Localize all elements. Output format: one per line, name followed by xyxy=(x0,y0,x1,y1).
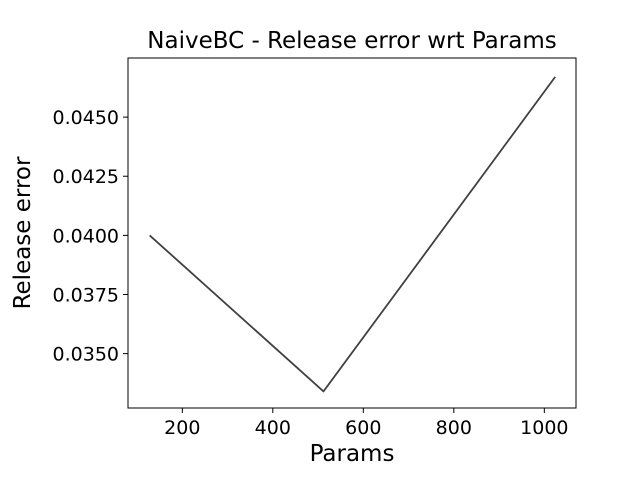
series-layer xyxy=(149,76,556,393)
series-line xyxy=(149,76,556,393)
x-tick-label: 800 xyxy=(436,417,472,439)
plot-area xyxy=(127,57,577,409)
x-axis-label: Params xyxy=(310,441,395,467)
x-axis-ticks: 200 400 600 800 1000 xyxy=(164,408,569,439)
y-tick-label: 0.0450 xyxy=(53,107,119,129)
x-tick-label: 600 xyxy=(345,417,381,439)
x-tick-label: 200 xyxy=(164,417,200,439)
y-tick-label: 0.0400 xyxy=(53,225,119,247)
y-axis-ticks: 0.0350 0.0375 0.0400 0.0425 0.0450 xyxy=(53,107,128,366)
x-tick-label: 1000 xyxy=(520,417,568,439)
y-tick-label: 0.0375 xyxy=(53,284,119,306)
y-axis-label: Release error xyxy=(10,156,36,309)
chart-title: NaiveBC - Release error wrt Params xyxy=(147,28,556,54)
x-tick-label: 400 xyxy=(255,417,291,439)
y-tick-label: 0.0350 xyxy=(53,344,119,366)
y-tick-label: 0.0425 xyxy=(53,166,119,188)
